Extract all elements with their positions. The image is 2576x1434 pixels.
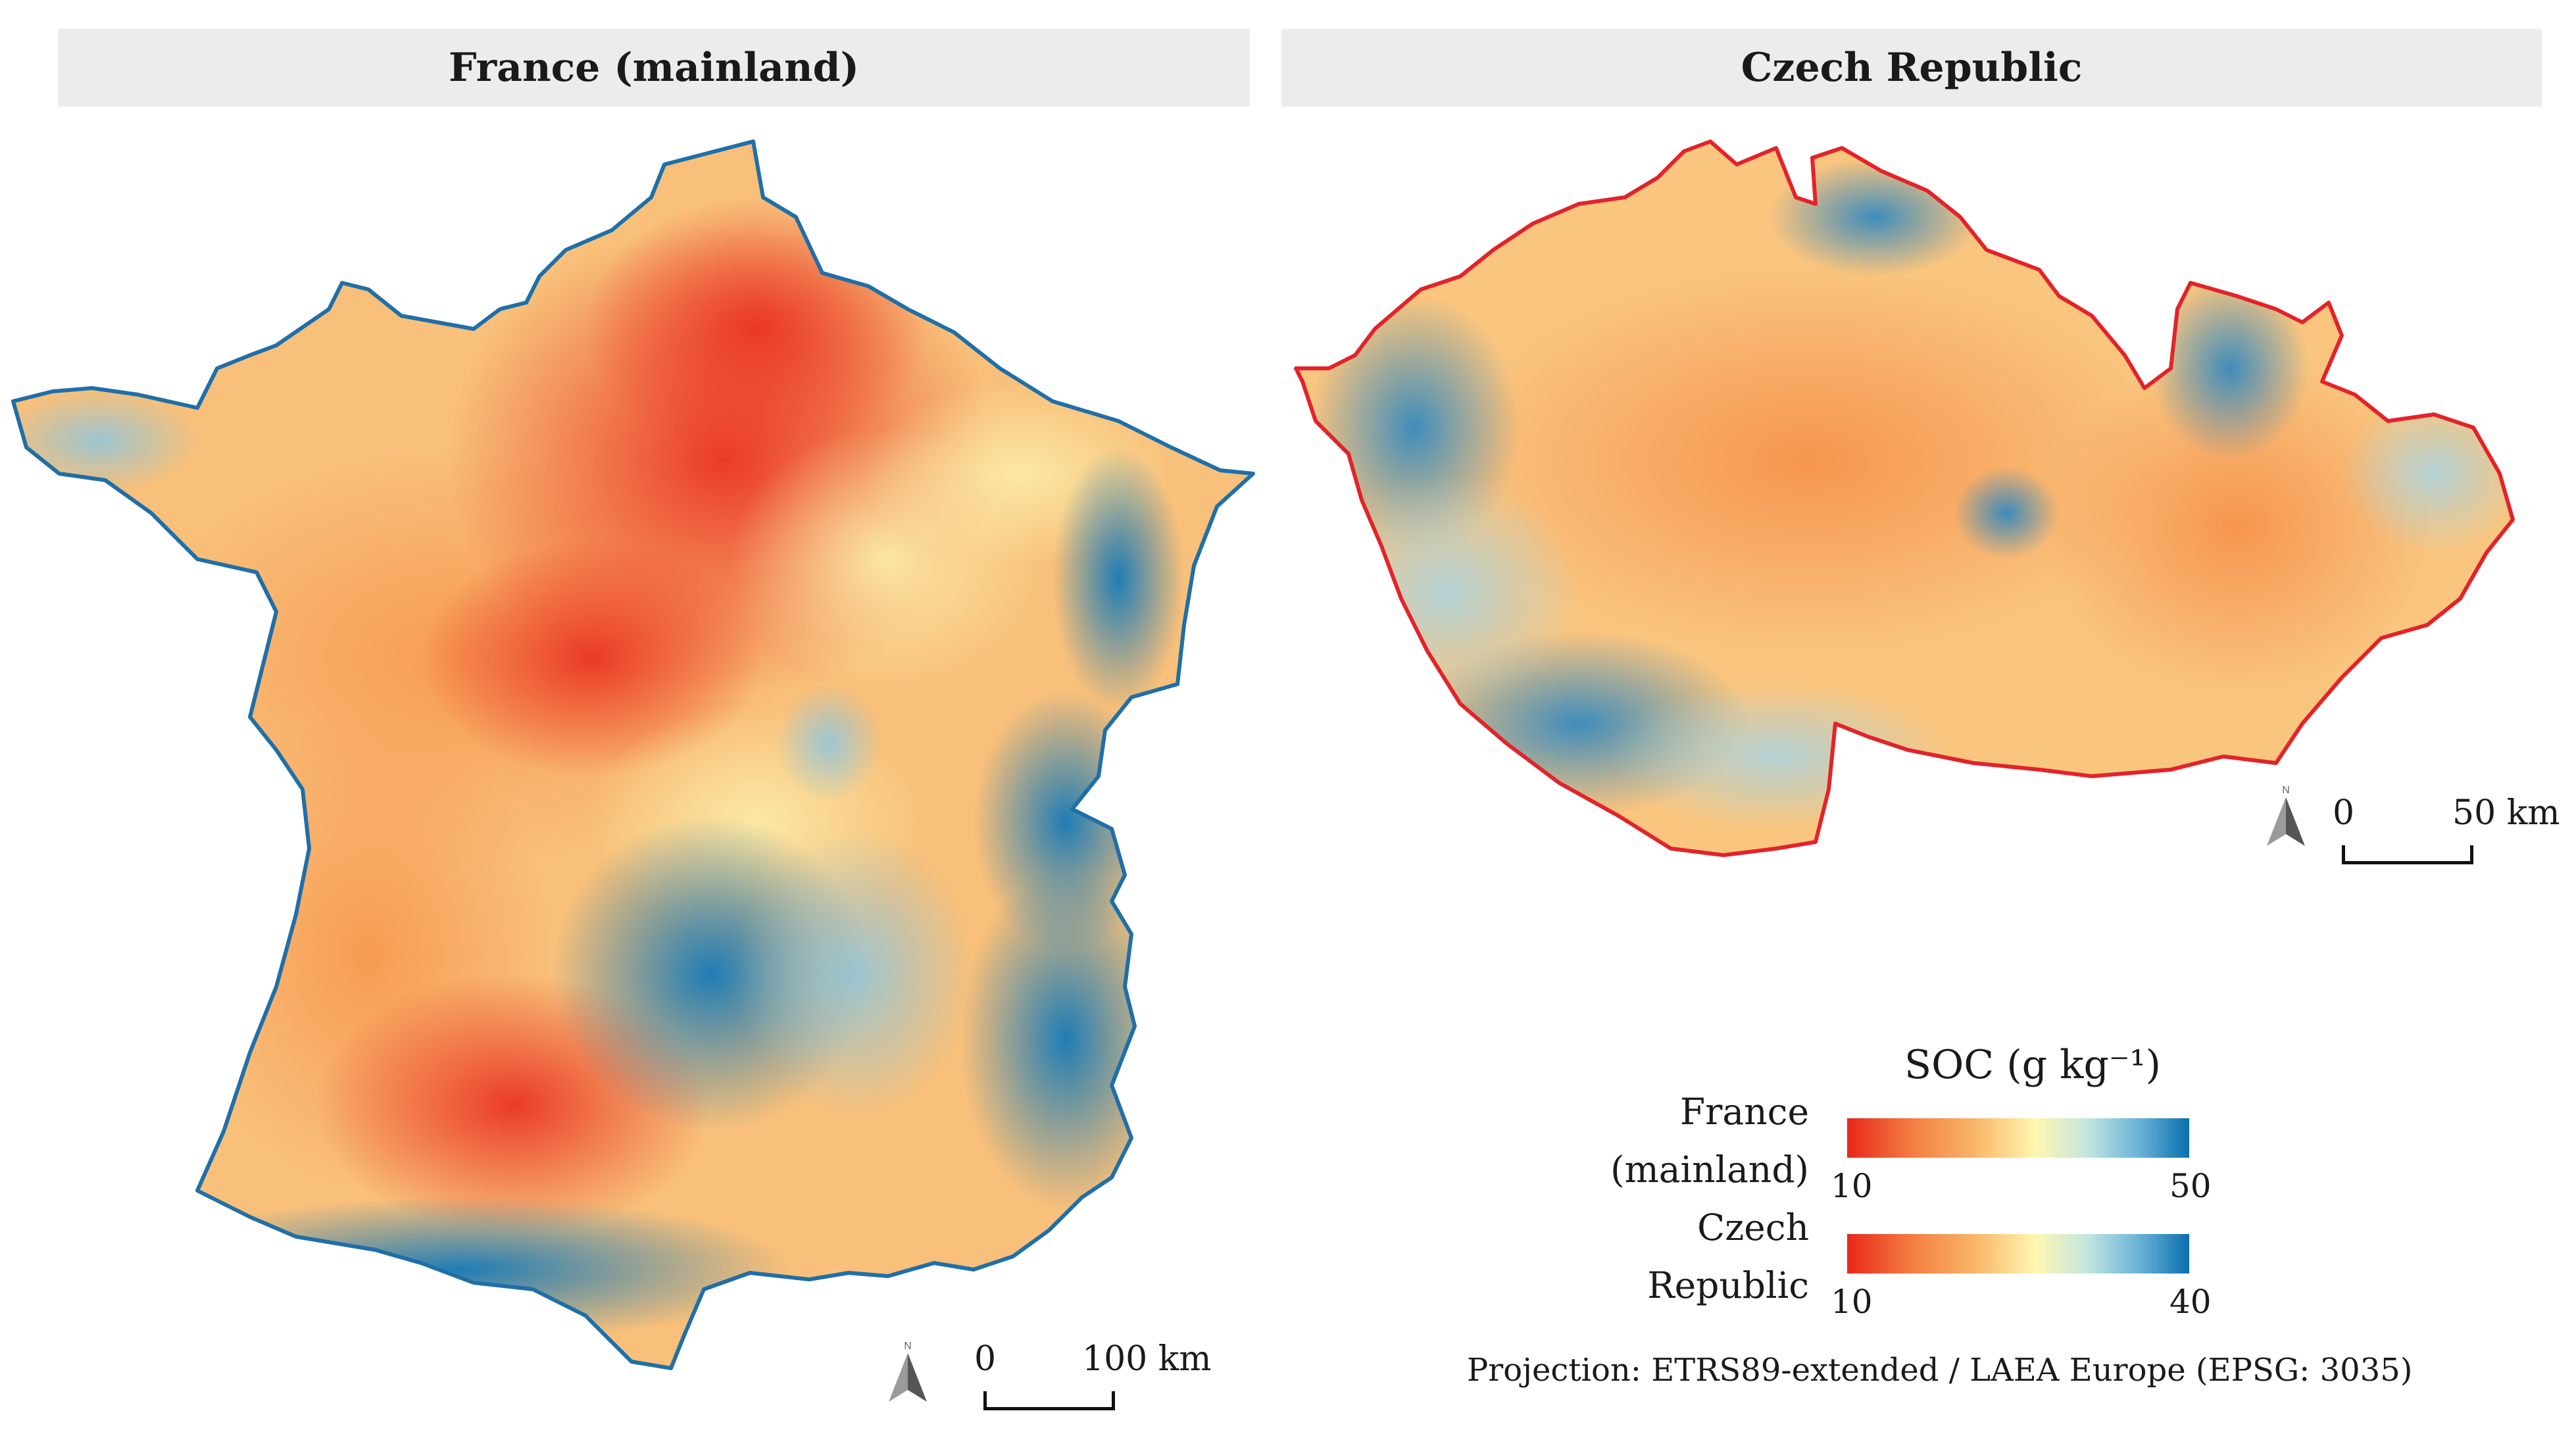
legend-czech-min: 10 [1831,1283,1873,1321]
projection-note: Projection: ETRS89-extended / LAEA Europ… [1467,1352,2413,1389]
legend-france-label: France (mainland) [1610,1091,1809,1191]
czech-panel-title: Czech Republic [1281,29,2542,107]
legend-france-min: 10 [1831,1167,1873,1205]
legend-france-max: 50 [2169,1167,2212,1205]
scale-start-label: 0 [2333,793,2355,833]
legend-czech-max: 40 [2169,1283,2212,1321]
france-scale-bar: 0 100 km [974,1339,1212,1410]
france-panel-title: France (mainland) [58,29,1250,107]
scale-start-label: 0 [974,1339,997,1379]
scale-bar-line [983,1391,1115,1410]
scale-bar-line [2342,845,2473,864]
legend-czech-label: Czech Republic [1647,1206,1809,1306]
legend-france-color-ramp [1847,1118,2189,1158]
scale-end-label: 50 km [2452,793,2560,833]
scale-end-label: 100 km [1082,1339,1212,1379]
legend-title: SOC (g kg⁻¹) [1904,1042,2162,1088]
svg-text:N: N [2282,785,2290,796]
north-arrow-icon: N [2263,783,2309,849]
north-arrow-icon: N [885,1339,931,1404]
czech-scale-bar: 0 50 km [2333,793,2560,864]
legend-czech-color-ramp [1847,1234,2189,1273]
svg-text:N: N [904,1341,912,1352]
